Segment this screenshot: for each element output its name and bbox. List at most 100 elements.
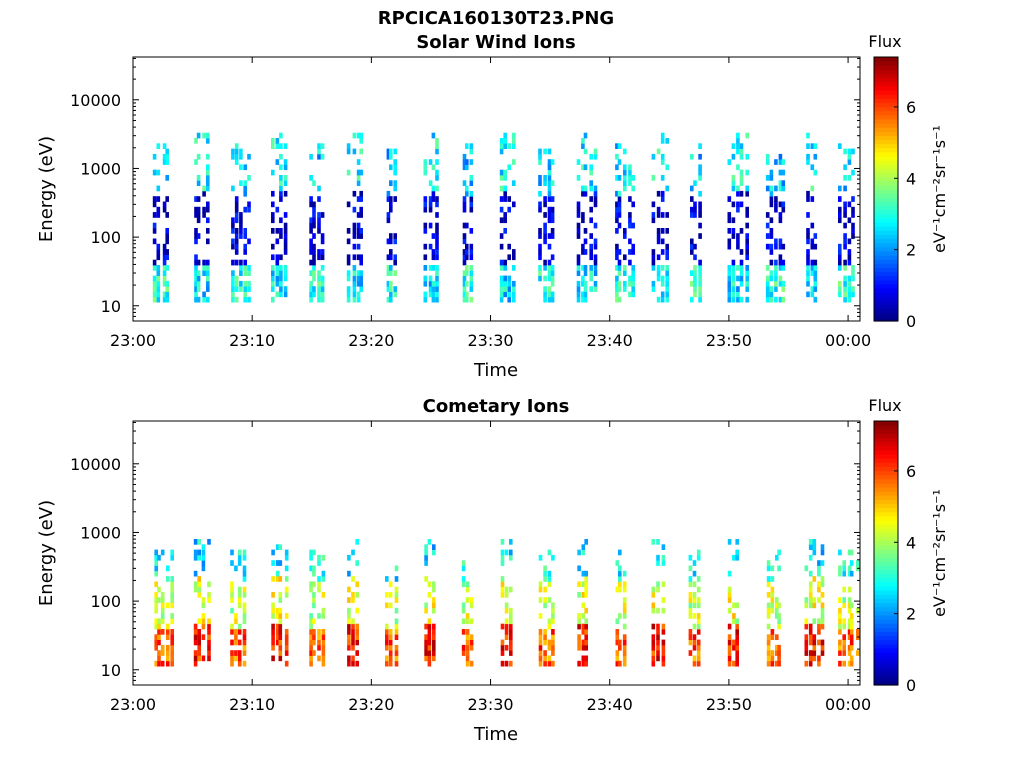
heatmap-cell <box>813 243 818 250</box>
heatmap-cell <box>693 286 697 292</box>
heatmap-cell <box>170 581 174 588</box>
colorbar-segment <box>874 201 898 207</box>
heatmap-cell <box>739 169 744 176</box>
heatmap-cell <box>615 660 620 667</box>
heatmap-cell <box>813 259 818 266</box>
heatmap-cell <box>847 153 852 160</box>
heatmap-cell <box>804 634 809 640</box>
colorbar-frame <box>873 420 899 686</box>
heatmap-cell <box>469 286 474 292</box>
heatmap-cell <box>239 217 243 224</box>
heatmap-cell <box>538 175 542 181</box>
heatmap-cell <box>207 634 211 640</box>
colorbar-segment <box>874 507 898 513</box>
heatmap-cell <box>512 291 516 298</box>
heatmap-cell <box>618 613 622 619</box>
heatmap-cell <box>665 291 669 298</box>
heatmap-cell <box>247 238 251 245</box>
heatmap-cell <box>351 629 355 635</box>
heatmap-cell <box>312 650 316 656</box>
heatmap-cell <box>583 280 588 287</box>
heatmap-cell <box>584 660 588 667</box>
heatmap-cell <box>623 164 627 171</box>
heatmap-cell <box>317 655 321 662</box>
axis-ticks: 23:00 23:10 23:20 23:30 23:40 23:50 00:0010100… <box>70 421 871 714</box>
heatmap-cell <box>661 623 666 630</box>
heatmap-cell <box>618 639 622 646</box>
heatmap-cell <box>465 164 469 171</box>
heatmap-cell <box>651 217 656 224</box>
heatmap-cell <box>231 275 235 282</box>
heatmap-cell <box>820 613 825 619</box>
heatmap-cell <box>698 175 702 181</box>
heatmap-cell <box>739 153 744 160</box>
heatmap-cell <box>469 270 474 276</box>
heatmap-cell <box>271 592 275 598</box>
heatmap-cell <box>810 164 815 171</box>
heatmap-cell <box>279 291 283 298</box>
heatmap-cell <box>428 222 433 229</box>
heatmap-cell <box>500 554 505 561</box>
heatmap-cell <box>202 265 206 271</box>
heatmap-cell <box>774 275 778 282</box>
heatmap-cell <box>465 639 470 646</box>
heatmap-cell <box>321 634 326 640</box>
heatmap-cell <box>231 153 235 160</box>
heatmap-cell <box>581 644 586 651</box>
colorbar-segment <box>874 131 898 136</box>
x-tick-label: 00:00 <box>825 331 871 350</box>
heatmap-cell <box>347 607 351 614</box>
heatmap-cell <box>156 143 161 149</box>
heatmap-cell <box>651 592 656 598</box>
heatmap-cell <box>389 153 393 160</box>
heatmap-cell <box>581 243 585 250</box>
heatmap-cell <box>193 634 198 640</box>
heatmap-cell <box>661 554 666 561</box>
heatmap-cell <box>394 634 399 640</box>
heatmap-cell <box>623 233 627 239</box>
heatmap-cell <box>769 275 774 282</box>
heatmap-cell <box>739 143 744 149</box>
heatmap-cell <box>507 291 511 298</box>
heatmap-cell <box>769 190 774 197</box>
heatmap-cell <box>651 623 656 630</box>
heatmap-cell <box>284 639 289 646</box>
heatmap-cell <box>386 148 391 155</box>
heatmap-cell <box>766 655 771 662</box>
colorbar-segment <box>874 565 898 571</box>
heatmap-cell <box>731 296 736 303</box>
heatmap-cell <box>584 581 588 588</box>
heatmap-cell <box>462 164 467 171</box>
heatmap-cell <box>512 296 516 303</box>
heatmap-cell <box>170 597 174 603</box>
heatmap-cell <box>431 185 436 192</box>
heatmap-cell <box>469 602 474 609</box>
heatmap-cell <box>692 623 697 630</box>
heatmap-cell <box>278 644 283 651</box>
heatmap-cell <box>808 554 813 561</box>
heatmap-cell <box>242 570 247 577</box>
heatmap-cell <box>739 275 744 282</box>
heatmap-cell <box>849 660 854 667</box>
heatmap-cell <box>206 132 210 139</box>
heatmap-cell <box>431 265 436 271</box>
panel-title: Cometary Ions <box>423 396 570 417</box>
heatmap-cell <box>550 280 555 287</box>
heatmap-cell <box>820 576 825 582</box>
heatmap-cell <box>651 153 656 160</box>
heatmap-cell <box>731 291 736 298</box>
heatmap-cell <box>424 623 428 630</box>
heatmap-cell <box>781 206 786 213</box>
heatmap-cell <box>352 286 357 292</box>
heatmap-cell <box>538 270 542 276</box>
heatmap-cell <box>770 655 775 662</box>
heatmap-cell <box>462 153 467 160</box>
heatmap-cell <box>462 254 467 261</box>
heatmap-cell <box>509 549 513 556</box>
heatmap-cell <box>160 644 165 651</box>
heatmap-cell <box>769 233 774 239</box>
heatmap-cell <box>359 190 363 197</box>
heatmap-cell <box>538 586 543 593</box>
heatmap-cell <box>423 196 428 202</box>
heatmap-cell <box>239 212 243 218</box>
